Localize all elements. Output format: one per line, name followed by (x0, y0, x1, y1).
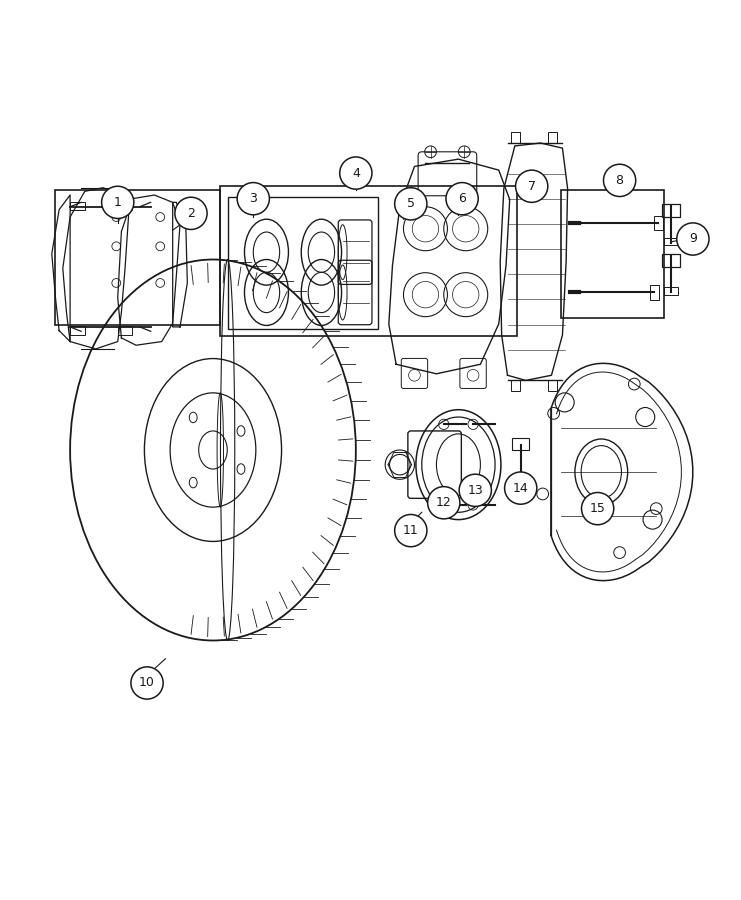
Text: 11: 11 (403, 524, 419, 537)
Bar (70, 326, 84, 335)
Bar (548, 132, 556, 143)
Bar (56, 190, 220, 326)
Bar (220, 186, 517, 337)
Circle shape (428, 487, 460, 519)
Text: 5: 5 (407, 197, 415, 211)
Circle shape (505, 472, 536, 504)
Bar (512, 438, 530, 450)
Bar (664, 238, 678, 245)
Bar (118, 326, 133, 335)
Bar (118, 202, 133, 211)
Text: 12: 12 (436, 496, 452, 509)
Bar (662, 203, 679, 217)
Text: 13: 13 (468, 484, 483, 497)
Text: 10: 10 (139, 677, 155, 689)
Bar (227, 197, 378, 329)
Circle shape (131, 667, 163, 699)
Circle shape (175, 197, 207, 230)
Circle shape (582, 492, 614, 525)
Text: 8: 8 (616, 174, 624, 187)
Circle shape (102, 186, 134, 219)
Circle shape (677, 223, 709, 255)
Bar (561, 190, 664, 318)
Bar (654, 215, 663, 230)
Text: 7: 7 (528, 180, 536, 193)
Text: 2: 2 (187, 207, 195, 220)
Text: 3: 3 (249, 193, 257, 205)
Circle shape (237, 183, 270, 215)
Bar (70, 202, 84, 211)
Text: 4: 4 (352, 166, 360, 180)
Bar (548, 381, 556, 392)
Bar (511, 381, 520, 392)
Circle shape (395, 515, 427, 546)
Circle shape (446, 183, 478, 215)
Circle shape (459, 474, 491, 507)
Text: 6: 6 (458, 193, 466, 205)
Circle shape (339, 157, 372, 189)
Bar (651, 285, 659, 300)
Circle shape (516, 170, 548, 202)
Circle shape (603, 165, 636, 196)
Text: 15: 15 (590, 502, 605, 515)
Bar (511, 132, 520, 143)
Text: 14: 14 (513, 482, 528, 495)
Text: 1: 1 (114, 196, 122, 209)
Bar (664, 287, 678, 294)
Bar (662, 254, 679, 266)
Text: 9: 9 (689, 232, 697, 246)
Circle shape (395, 188, 427, 220)
